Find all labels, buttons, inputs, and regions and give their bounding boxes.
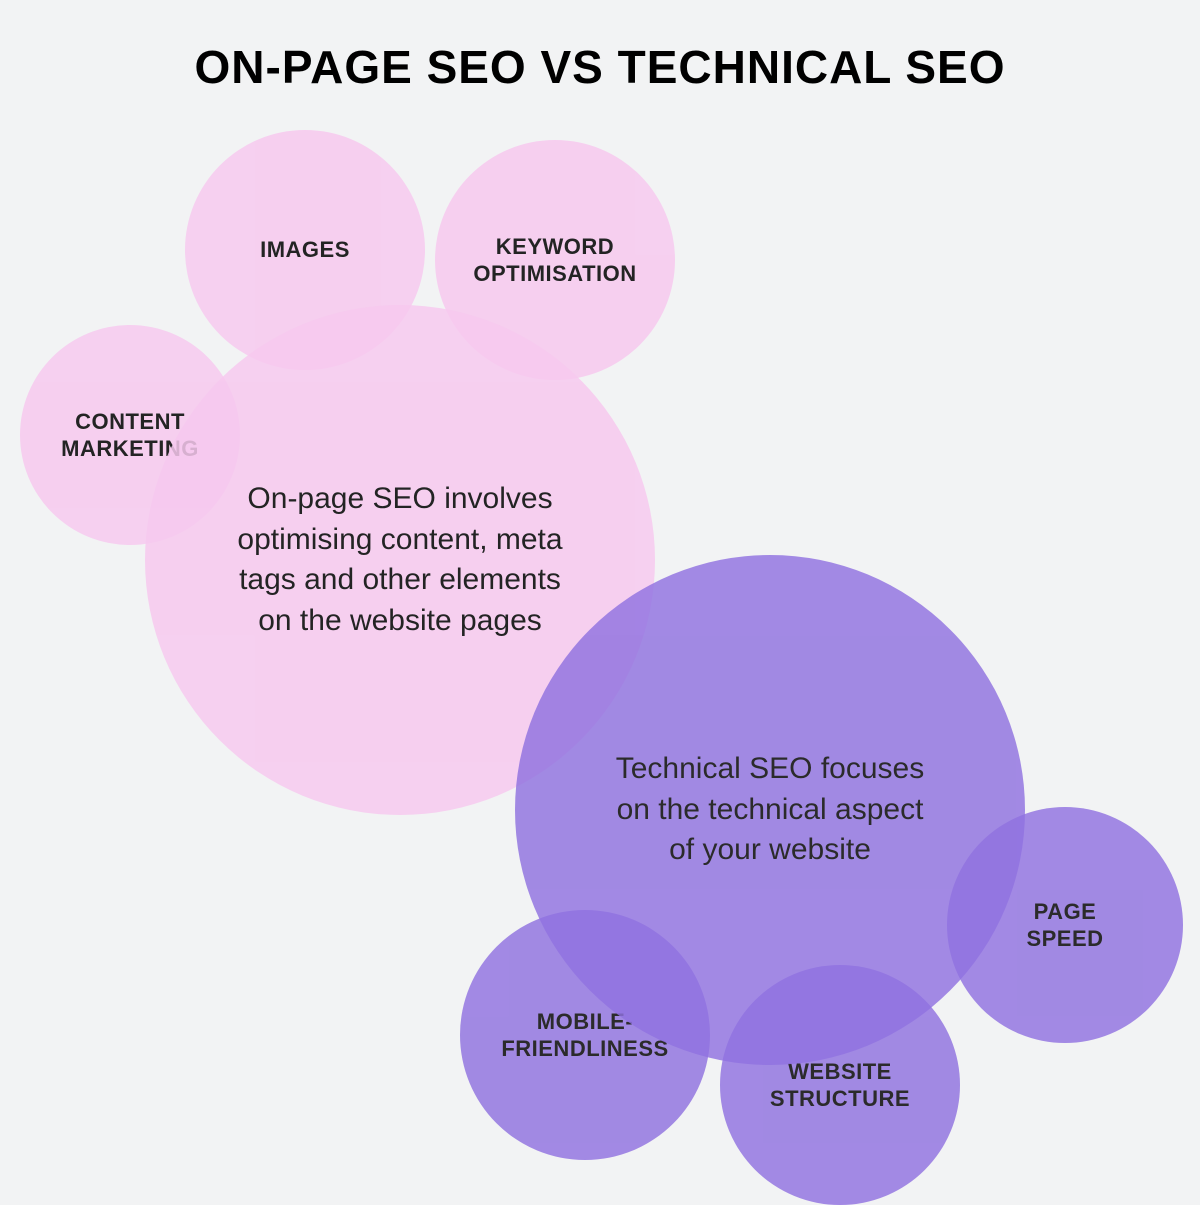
circle-text-page-speed: PAGE SPEED [995,898,1135,953]
circle-text-website-structure: WEBSITE STRUCTURE [750,1058,930,1113]
circle-text-images: IMAGES [260,236,350,264]
circle-technical-main: Technical SEO focuses on the technical a… [515,555,1025,1065]
circle-text-technical-main: Technical SEO focuses on the technical a… [610,749,930,871]
circle-text-keyword-optimisation: KEYWORD OPTIMISATION [455,233,655,288]
circle-text-onpage-main: On-page SEO involves optimising content,… [220,479,580,641]
page-title: ON-PAGE SEO VS TECHNICAL SEO [0,40,1200,94]
